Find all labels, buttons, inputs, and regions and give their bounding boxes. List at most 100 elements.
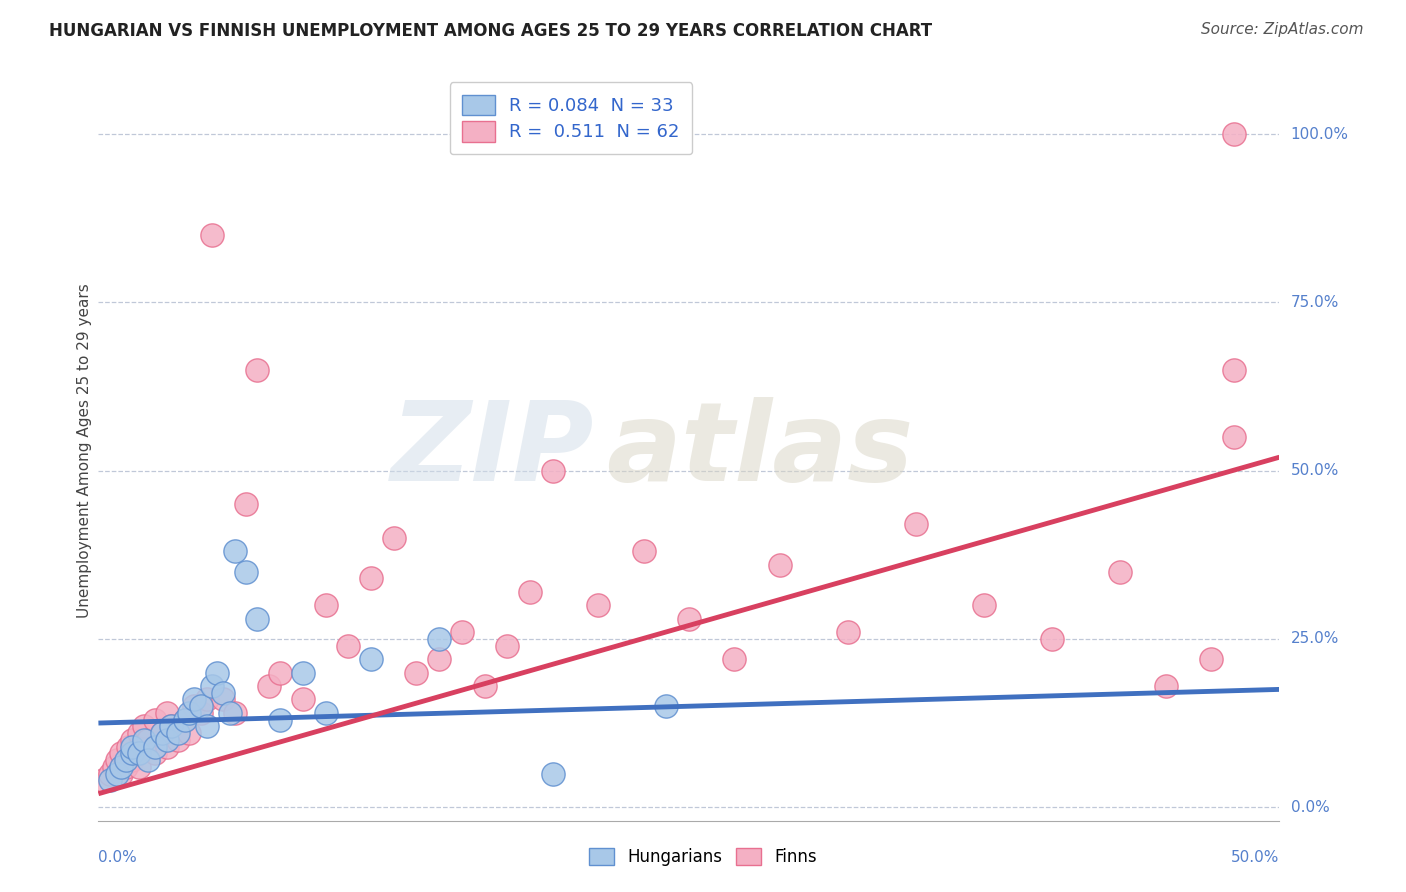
Point <box>132 732 155 747</box>
Point <box>1109 565 1132 579</box>
Text: 50.0%: 50.0% <box>1232 850 1279 865</box>
Point <box>150 726 173 740</box>
Point <box>235 497 257 511</box>
Legend: R = 0.084  N = 33, R =  0.511  N = 62: R = 0.084 N = 33, R = 0.511 N = 62 <box>450 82 692 154</box>
Point <box>427 632 450 646</box>
Point <box>360 571 382 585</box>
Point <box>405 665 427 680</box>
Legend: Hungarians, Finns: Hungarians, Finns <box>581 840 825 875</box>
Point <box>138 732 160 747</box>
Point <box>155 739 177 754</box>
Point <box>257 679 280 693</box>
Point <box>212 692 235 706</box>
Point <box>138 753 160 767</box>
Point <box>121 753 143 767</box>
Point <box>973 599 995 613</box>
Point <box>183 699 205 714</box>
Point <box>315 599 337 613</box>
Text: 75.0%: 75.0% <box>1291 295 1339 310</box>
Text: atlas: atlas <box>606 397 914 504</box>
Point <box>633 544 655 558</box>
Point <box>190 706 212 720</box>
Point <box>837 625 859 640</box>
Point <box>519 584 541 599</box>
Point <box>197 719 219 733</box>
Point <box>235 565 257 579</box>
Point <box>246 362 269 376</box>
Point <box>173 713 195 727</box>
Point <box>382 531 405 545</box>
Point <box>183 692 205 706</box>
Point <box>269 713 291 727</box>
Point <box>1040 632 1063 646</box>
Point <box>132 739 155 754</box>
Point <box>150 726 173 740</box>
Point <box>124 747 146 761</box>
Point <box>173 713 195 727</box>
Point <box>212 686 235 700</box>
Point <box>155 732 177 747</box>
Point <box>1154 679 1177 693</box>
Point <box>128 747 150 761</box>
Point <box>167 732 190 747</box>
Point <box>201 228 224 243</box>
Point <box>905 517 928 532</box>
Point <box>291 665 314 680</box>
Point <box>769 558 792 572</box>
Point <box>110 747 132 761</box>
Point <box>541 464 564 478</box>
Point <box>128 760 150 774</box>
Point <box>360 652 382 666</box>
Point <box>1223 127 1246 141</box>
Point <box>205 665 228 680</box>
Point <box>246 612 269 626</box>
Point <box>1223 362 1246 376</box>
Point <box>98 766 121 780</box>
Point <box>427 652 450 666</box>
Point <box>678 612 700 626</box>
Point <box>143 739 166 754</box>
Point <box>190 699 212 714</box>
Point <box>224 544 246 558</box>
Point <box>143 747 166 761</box>
Point <box>315 706 337 720</box>
Point <box>160 719 183 733</box>
Point <box>179 706 201 720</box>
Point <box>121 732 143 747</box>
Point <box>496 639 519 653</box>
Point <box>291 692 314 706</box>
Point <box>121 747 143 761</box>
Point <box>114 760 136 774</box>
Point <box>337 639 360 653</box>
Point <box>143 713 166 727</box>
Point <box>269 665 291 680</box>
Point <box>91 773 114 788</box>
Point <box>450 625 472 640</box>
Point <box>128 726 150 740</box>
Point <box>723 652 745 666</box>
Point <box>121 739 143 754</box>
Y-axis label: Unemployment Among Ages 25 to 29 years: Unemployment Among Ages 25 to 29 years <box>77 283 91 618</box>
Point <box>160 719 183 733</box>
Point <box>224 706 246 720</box>
Point <box>105 766 128 780</box>
Point <box>155 706 177 720</box>
Point <box>197 692 219 706</box>
Point <box>110 766 132 780</box>
Point <box>655 699 678 714</box>
Point <box>179 726 201 740</box>
Text: 25.0%: 25.0% <box>1291 632 1339 647</box>
Text: ZIP: ZIP <box>391 397 595 504</box>
Point <box>117 739 139 754</box>
Point <box>167 726 190 740</box>
Point <box>110 760 132 774</box>
Point <box>1223 430 1246 444</box>
Point <box>541 766 564 780</box>
Point <box>219 706 242 720</box>
Text: 50.0%: 50.0% <box>1291 463 1339 478</box>
Text: 0.0%: 0.0% <box>1291 800 1329 814</box>
Point <box>132 719 155 733</box>
Point <box>103 760 125 774</box>
Point <box>1201 652 1223 666</box>
Text: 100.0%: 100.0% <box>1291 127 1348 142</box>
